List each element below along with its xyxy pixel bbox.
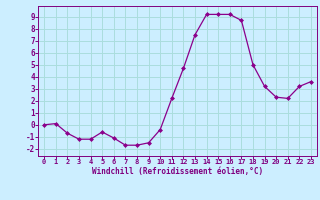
X-axis label: Windchill (Refroidissement éolien,°C): Windchill (Refroidissement éolien,°C) <box>92 167 263 176</box>
